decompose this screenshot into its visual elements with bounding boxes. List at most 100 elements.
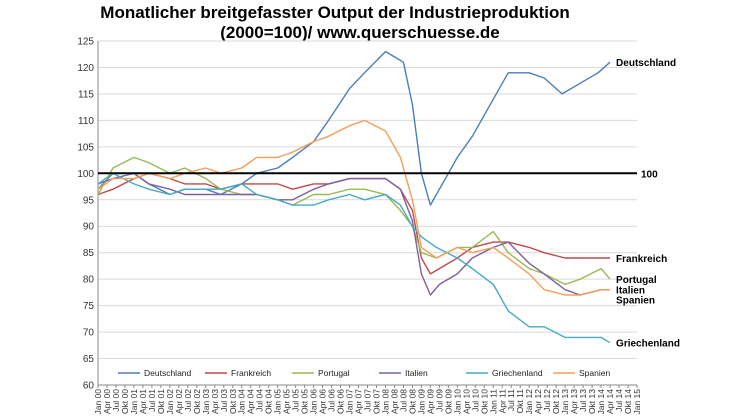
x-tick-label: Okt 13: [587, 389, 597, 414]
series-line-frankreich: [97, 172, 610, 275]
x-tick-label: Jan 10: [452, 389, 462, 415]
y-tick-label: 75: [83, 301, 95, 312]
y-tick-label: 80: [83, 275, 95, 286]
x-tick-label: Okt 12: [551, 389, 561, 414]
end-labels: Deutschland Frankreich PortugalItalienSpan…: [616, 58, 680, 349]
reference-line-100: 100: [98, 169, 658, 180]
x-tick-label: Jul 06: [327, 389, 337, 412]
y-tick-label: 105: [77, 142, 94, 153]
y-tick-label: 120: [77, 63, 94, 74]
x-tick-label: Jul 14: [614, 389, 624, 412]
x-tick-label: Okt 11: [515, 389, 525, 414]
x-tick-label: Apr 08: [389, 389, 399, 414]
x-tick-label: Jan 05: [273, 389, 283, 415]
y-tick-label: 95: [83, 195, 95, 206]
x-tick-label: Apr 00: [102, 389, 112, 414]
y-tick-label: 70: [83, 328, 95, 339]
x-tick-label: Jan 08: [380, 389, 390, 415]
x-tick-label: Apr 14: [605, 389, 615, 414]
series-line-portugal: [97, 156, 611, 286]
x-tick-label: Apr 04: [246, 389, 256, 414]
end-label-italien: Italien: [616, 286, 645, 297]
x-tick-label: Okt 00: [120, 389, 130, 414]
x-tick-label: Jan 15: [632, 389, 642, 415]
x-tick-label: Okt 04: [264, 389, 274, 414]
x-tick-label: Jul 08: [398, 389, 408, 412]
legend-label-deutschland: Deutschland: [144, 368, 192, 378]
x-tick-label: Okt 14: [623, 389, 633, 414]
x-tick-label: Jul 05: [291, 389, 301, 412]
legend: Deutschland Frankreich Portugal Italien Grie…: [118, 368, 610, 378]
x-tick-label: Jan 04: [237, 389, 247, 415]
end-label-portugal: Portugal: [616, 275, 657, 286]
series-line-deutschland: [97, 50, 611, 206]
x-tick-label: Jul 07: [363, 389, 373, 412]
x-tick-label: Jan 02: [165, 389, 175, 415]
y-tick-label: 115: [78, 89, 94, 100]
legend-label-spanien: Spanien: [579, 368, 610, 378]
legend-label-italien: Italien: [405, 368, 428, 378]
end-label-griechenland: Griechenland: [616, 339, 680, 350]
x-tick-label: Jan 03: [201, 389, 211, 415]
x-tick-label: Jul 09: [434, 389, 444, 412]
x-tick-label: Okt 02: [192, 389, 202, 414]
chart-title-line2: (2000=100)/ www.querschuesse.de: [220, 23, 500, 42]
y-tick-label: 125: [77, 37, 94, 48]
x-tick-label: Apr 05: [282, 389, 292, 414]
x-tick-label: Jan 13: [560, 389, 570, 415]
x-tick-label: Jul 03: [219, 389, 229, 412]
x-tick-label: Jan 00: [93, 389, 103, 415]
x-tick-label: Jul 00: [111, 389, 121, 412]
x-tick-label: Jan 01: [129, 389, 139, 415]
legend-label-portugal: Portugal: [318, 368, 350, 378]
x-tick-label: Apr 06: [318, 389, 328, 414]
chart-title-line1: Monatlicher breitgefasster Output der In…: [100, 3, 569, 22]
x-tick-label: Okt 06: [336, 389, 346, 414]
end-label-spanien: Spanien: [616, 296, 655, 307]
x-tick-label: Apr 02: [174, 389, 184, 414]
reference-line-label: 100: [641, 169, 658, 180]
x-tick-label: Jul 13: [578, 389, 588, 412]
y-tick-label: 85: [83, 248, 95, 259]
x-tick-label: Jul 02: [183, 389, 193, 412]
x-tick-label: Apr 10: [461, 389, 471, 414]
y-axis: 60 65 70 75 80 85 90 95 100 105 110 115 120 125: [77, 37, 99, 392]
x-tick-label: Okt 03: [228, 389, 238, 414]
x-tick-label: Jan 06: [309, 389, 319, 415]
x-tick-label: Jul 04: [255, 389, 265, 412]
x-tick-label: Apr 12: [533, 389, 543, 414]
series-lines: [97, 50, 611, 344]
x-tick-label: Apr 01: [138, 389, 148, 414]
x-tick-label: Okt 05: [300, 389, 310, 414]
end-label-deutschland: Deutschland: [616, 58, 676, 69]
x-tick-label: Apr 03: [210, 389, 220, 414]
x-tick-label: Okt 09: [443, 389, 453, 414]
x-tick-label: Okt 10: [479, 389, 489, 414]
x-tick-label: Apr 09: [425, 389, 435, 414]
y-tick-label: 90: [83, 222, 95, 233]
x-tick-label: Jan 09: [416, 389, 426, 415]
x-tick-label: Apr 13: [569, 389, 579, 414]
x-tick-label: Jul 12: [542, 389, 552, 412]
x-tick-label: Jan 12: [524, 389, 534, 415]
x-tick-label: Apr 07: [354, 389, 364, 414]
legend-label-griechenland: Griechenland: [492, 368, 543, 378]
x-tick-label: Jan 07: [345, 389, 355, 415]
y-tick-label: 65: [83, 354, 95, 365]
y-tick-label: 60: [83, 381, 95, 392]
x-tick-label: Jul 10: [470, 389, 480, 412]
x-tick-label: Jul 01: [147, 389, 157, 412]
x-tick-label: Okt 07: [371, 389, 381, 414]
y-tick-label: 100: [77, 169, 94, 180]
x-tick-label: Jul 11: [506, 389, 516, 411]
series-line-griechenland: [97, 172, 611, 344]
x-tick-label: Apr 11: [497, 389, 507, 414]
series-line-italien: [97, 172, 610, 296]
y-tick-label: 110: [78, 116, 94, 127]
end-label-frankreich: Frankreich: [616, 254, 667, 265]
x-tick-label: Okt 08: [407, 389, 417, 414]
x-tick-label: Okt 01: [156, 389, 166, 414]
legend-label-frankreich: Frankreich: [231, 368, 271, 378]
